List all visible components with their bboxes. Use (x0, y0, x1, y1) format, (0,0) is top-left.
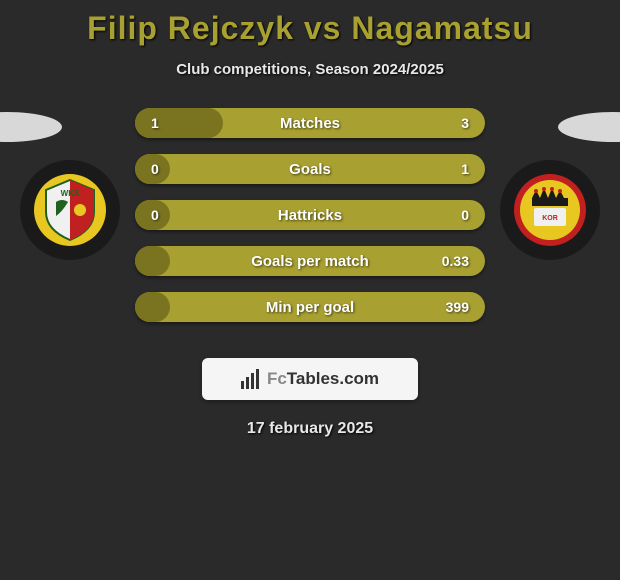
date-text: 17 february 2025 (0, 420, 620, 438)
team-left-shield-icon: WKS (32, 172, 108, 248)
left-accent-ellipse (0, 112, 62, 142)
stat-row: Goals per match0.33 (135, 246, 485, 276)
stat-right-value: 1 (425, 161, 485, 177)
brand-prefix: Fc (267, 369, 287, 388)
team-right-shield-icon: KOR (512, 172, 588, 248)
stat-fill (135, 292, 170, 322)
stat-right-value: 3 (425, 115, 485, 131)
team-right-crest: KOR (500, 160, 600, 260)
team-left-crest: WKS (20, 160, 120, 260)
brand-badge: FcTables.com (202, 358, 418, 400)
stat-row: 0Goals1 (135, 154, 485, 184)
stat-label: Hattricks (195, 207, 425, 224)
stat-label: Goals (195, 161, 425, 178)
svg-text:WKS: WKS (61, 189, 80, 198)
right-accent-ellipse (558, 112, 620, 142)
stat-label: Goals per match (195, 253, 425, 270)
svg-text:KOR: KOR (542, 215, 558, 222)
stat-left-value: 0 (135, 161, 195, 177)
stat-label: Min per goal (195, 299, 425, 316)
brand-text: FcTables.com (241, 369, 379, 389)
subtitle: Club competitions, Season 2024/2025 (0, 61, 620, 78)
brand-suffix: Tables.com (287, 369, 379, 388)
stat-right-value: 0.33 (425, 253, 485, 269)
stat-right-value: 0 (425, 207, 485, 223)
stat-rows: 1Matches30Goals10Hattricks0Goals per mat… (135, 108, 485, 338)
page-title: Filip Rejczyk vs Nagamatsu (0, 0, 620, 47)
stat-left-value: 1 (135, 115, 195, 131)
stat-label: Matches (195, 115, 425, 132)
stat-right-value: 399 (425, 299, 485, 315)
stat-row: Min per goal399 (135, 292, 485, 322)
stat-left-value: 0 (135, 207, 195, 223)
comparison-area: WKS KOR 1Matches30Goals10Hattricks0Goals… (0, 108, 620, 358)
stat-fill (135, 246, 170, 276)
bar-chart-icon (241, 369, 261, 389)
stat-row: 0Hattricks0 (135, 200, 485, 230)
stat-row: 1Matches3 (135, 108, 485, 138)
